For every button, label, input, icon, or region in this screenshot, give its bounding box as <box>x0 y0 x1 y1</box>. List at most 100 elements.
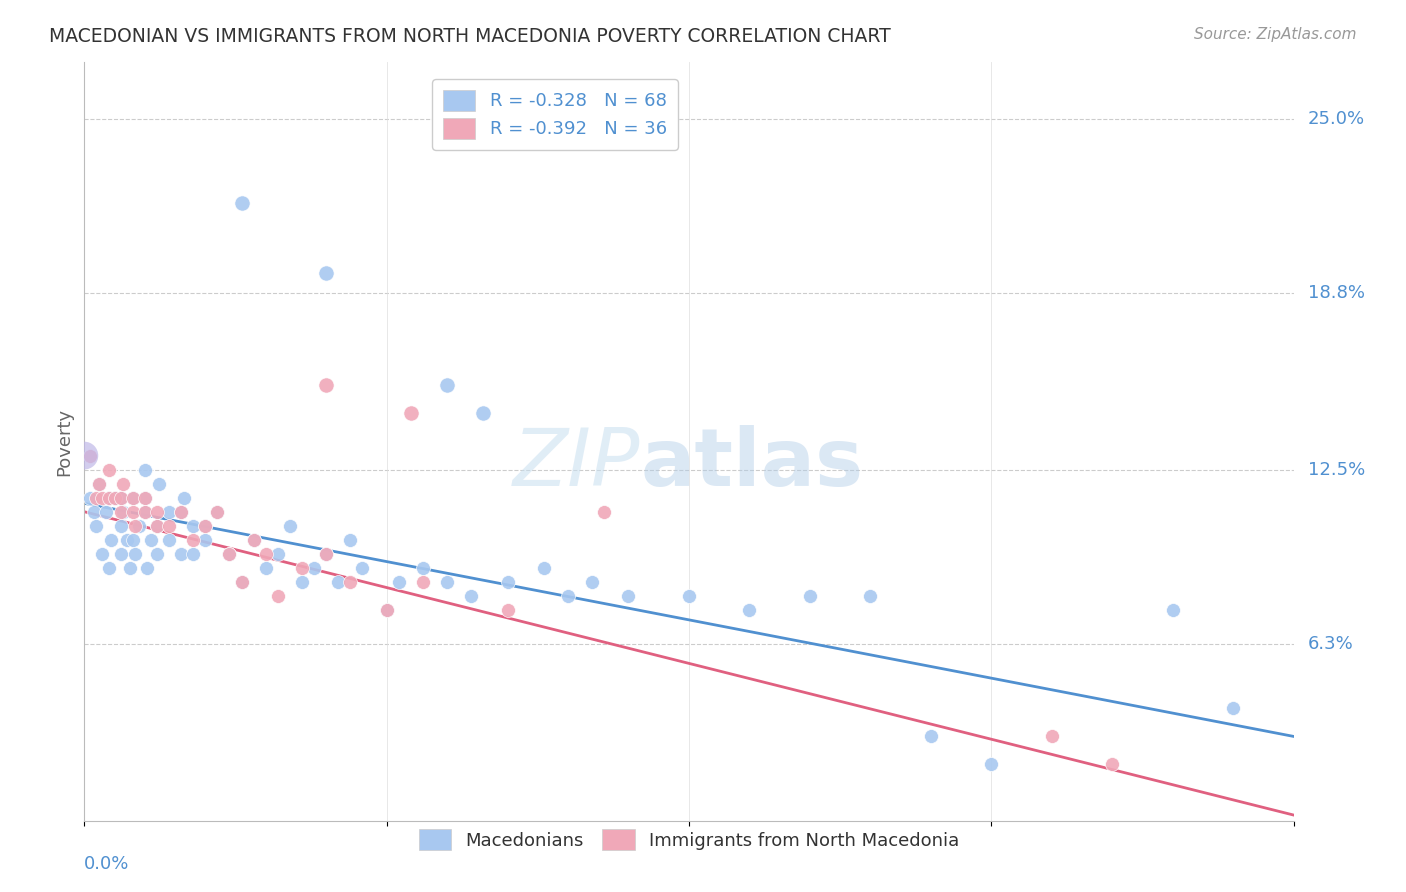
Point <box>328 574 350 589</box>
Point <box>267 589 290 603</box>
Point <box>173 491 195 505</box>
Point <box>157 533 180 547</box>
Point <box>412 574 434 589</box>
Point <box>617 589 640 603</box>
Point <box>242 533 264 547</box>
Point <box>120 561 142 575</box>
Y-axis label: Poverty: Poverty <box>55 408 73 475</box>
Point <box>315 266 337 280</box>
Point <box>146 505 169 519</box>
Text: 6.3%: 6.3% <box>1308 635 1354 653</box>
Point <box>136 561 159 575</box>
Text: atlas: atlas <box>641 425 863 503</box>
Point <box>97 462 120 476</box>
Point <box>399 407 422 421</box>
Point <box>1101 757 1123 772</box>
Point <box>231 574 253 589</box>
Point <box>170 505 193 519</box>
Point <box>254 547 277 561</box>
Point <box>254 561 277 575</box>
Point <box>920 730 942 744</box>
Point <box>121 505 143 519</box>
Point <box>315 378 337 392</box>
Text: MACEDONIAN VS IMMIGRANTS FROM NORTH MACEDONIA POVERTY CORRELATION CHART: MACEDONIAN VS IMMIGRANTS FROM NORTH MACE… <box>49 27 891 45</box>
Point <box>94 505 117 519</box>
Point <box>121 533 143 547</box>
Text: 18.8%: 18.8% <box>1308 284 1365 301</box>
Point <box>231 195 253 210</box>
Point <box>267 547 290 561</box>
Point <box>139 533 162 547</box>
Point <box>110 505 132 519</box>
Point <box>83 505 105 519</box>
Point <box>291 561 314 575</box>
Point <box>799 589 821 603</box>
Point <box>339 533 361 547</box>
Point <box>146 547 169 561</box>
Point <box>557 589 579 603</box>
Point <box>97 561 120 575</box>
Point <box>207 505 229 519</box>
Text: 25.0%: 25.0% <box>1308 110 1365 128</box>
Point <box>302 561 325 575</box>
Point <box>100 533 122 547</box>
Legend: Macedonians, Immigrants from North Macedonia: Macedonians, Immigrants from North Maced… <box>408 818 970 861</box>
Point <box>86 491 108 505</box>
Point <box>79 491 101 505</box>
Point <box>278 518 301 533</box>
Text: 0.0%: 0.0% <box>84 855 129 872</box>
Point <box>859 589 882 603</box>
Point <box>124 518 146 533</box>
Point <box>181 547 204 561</box>
Point <box>533 561 555 575</box>
Point <box>218 547 240 561</box>
Point <box>352 561 374 575</box>
Point <box>134 505 156 519</box>
Point <box>157 518 180 533</box>
Point <box>170 547 193 561</box>
Point <box>980 757 1002 772</box>
Point <box>581 574 603 589</box>
Point <box>128 518 150 533</box>
Point <box>436 378 458 392</box>
Point <box>170 505 193 519</box>
Point <box>86 518 108 533</box>
Point <box>157 505 180 519</box>
Point <box>181 533 204 547</box>
Point <box>412 561 434 575</box>
Point <box>738 603 761 617</box>
Point <box>87 476 110 491</box>
Point <box>87 476 110 491</box>
Point <box>110 547 132 561</box>
Point <box>231 574 253 589</box>
Point <box>194 518 217 533</box>
Point <box>207 505 229 519</box>
Point <box>1040 730 1063 744</box>
Point <box>91 547 114 561</box>
Point <box>97 491 120 505</box>
Point <box>134 505 156 519</box>
Point <box>134 462 156 476</box>
Point <box>79 449 101 463</box>
Point <box>112 476 135 491</box>
Point <box>91 491 114 505</box>
Point <box>218 547 240 561</box>
Point <box>375 603 398 617</box>
Point <box>112 505 135 519</box>
Point <box>110 491 132 505</box>
Point <box>375 603 398 617</box>
Point <box>121 491 143 505</box>
Point <box>436 574 458 589</box>
Point <box>121 491 143 505</box>
Point <box>110 491 132 505</box>
Point <box>110 518 132 533</box>
Point <box>194 518 217 533</box>
Point <box>148 476 170 491</box>
Point <box>1222 701 1244 715</box>
Point <box>242 533 264 547</box>
Point <box>388 574 411 589</box>
Point <box>496 574 519 589</box>
Point <box>146 518 169 533</box>
Point <box>124 547 146 561</box>
Point <box>339 574 361 589</box>
